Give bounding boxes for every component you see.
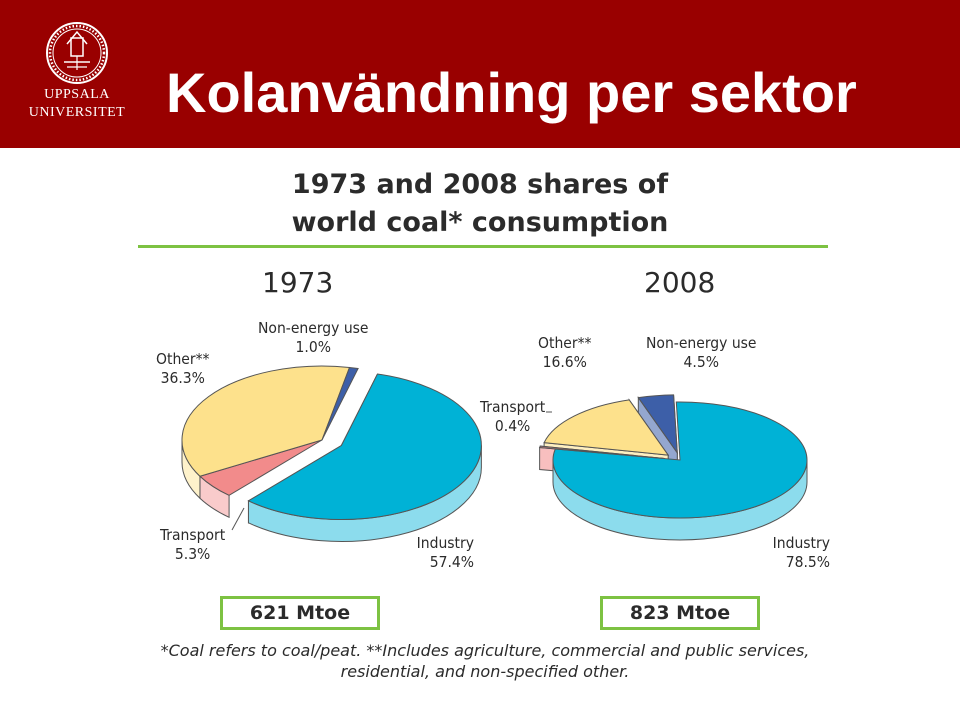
total-box-2008: 823 Mtoe	[600, 596, 760, 630]
label-value: 5.3%	[174, 545, 211, 563]
label-2008-transport: Transport 0.4%	[480, 398, 545, 436]
label-1973-other: Other** 36.3%	[156, 350, 210, 388]
chart-title: 1973 and 2008 shares of world coal* cons…	[240, 166, 720, 242]
pie-slice-1973-other-	[181, 365, 351, 477]
label-value: 36.3%	[160, 369, 205, 387]
logo-line-2: UNIVERSITET	[28, 105, 126, 120]
pie-chart-1973	[181, 365, 482, 542]
label-2008-other: Other** 16.6%	[538, 334, 592, 372]
label-2008-non-energy: Non-energy use 4.5%	[646, 334, 757, 372]
slide-header: UPPSALA UNIVERSITET Kolanvändning per se…	[0, 0, 960, 148]
total-box-1973: 621 Mtoe	[220, 596, 380, 630]
label-1973-transport: Transport 5.3%	[160, 526, 225, 564]
chart-title-line-2: world coal* consumption	[291, 207, 669, 238]
uppsala-university-logo: UPPSALA UNIVERSITET	[22, 18, 132, 130]
label-value: 0.4%	[494, 417, 531, 435]
label-2008-industry: Industry 78.5%	[770, 534, 830, 572]
year-label-2008: 2008	[644, 266, 716, 299]
pie-chart-2008	[538, 394, 808, 541]
leader-lines	[231, 411, 552, 531]
university-seal-icon	[46, 22, 108, 84]
label-value: 78.5%	[785, 553, 830, 571]
footnote: *Coal refers to coal/peat. **Includes ag…	[150, 640, 820, 682]
label-name: Non-energy use	[646, 334, 757, 352]
label-name: Other**	[156, 350, 210, 368]
chart-title-line-1: 1973 and 2008 shares of	[291, 169, 669, 200]
pie-slice-2008-other-	[543, 399, 670, 456]
label-name: Industry	[772, 534, 830, 552]
label-value: 1.0%	[295, 338, 331, 356]
pie-slice-2008-non-energy-use	[637, 394, 678, 455]
year-label-1973: 1973	[262, 266, 334, 299]
label-name: Other**	[538, 334, 592, 352]
pie-slice-1973-non-energy-use	[321, 366, 359, 441]
label-1973-non-energy: Non-energy use 1.0%	[258, 319, 369, 357]
pie-slice-2008-transport	[538, 445, 665, 460]
label-name: Transport	[160, 526, 226, 544]
label-name: Non-energy use	[258, 319, 369, 337]
label-value: 57.4%	[429, 553, 474, 571]
label-value: 16.6%	[542, 353, 587, 371]
logo-line-1: UPPSALA	[44, 87, 110, 102]
label-name: Transport	[480, 398, 546, 416]
label-name: Industry	[416, 534, 474, 552]
label-1973-industry: Industry 57.4%	[414, 534, 474, 572]
pie-slice-2008-industry	[552, 401, 808, 519]
label-value: 4.5%	[683, 353, 719, 371]
pie-slice-1973-industry	[247, 373, 482, 520]
footnote-line-1: *Coal refers to coal/peat. **Includes ag…	[160, 641, 810, 660]
title-divider	[138, 245, 828, 248]
slide-title: Kolanvändning per sektor	[166, 61, 857, 124]
footnote-line-2: residential, and non-specified other.	[340, 662, 630, 681]
